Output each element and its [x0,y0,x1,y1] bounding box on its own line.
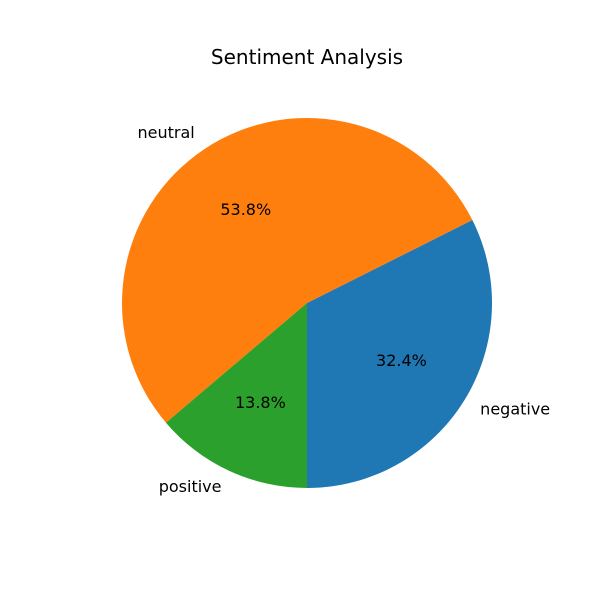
pie-slice-neutral [121,117,473,423]
chart-title: Sentiment Analysis [211,45,403,69]
category-label-negative: negative [480,399,550,418]
percent-label-neutral: 53.8% [220,200,271,219]
percent-label-positive: 13.8% [235,393,286,412]
pie-slice-positive [165,303,307,488]
pie-slices [121,117,492,488]
pie-slice-negative [307,220,492,488]
pie-labels: negative 32.4% neutral 53.8% positive 13.8% [138,123,551,496]
percent-label-negative: 32.4% [376,351,427,370]
category-label-positive: positive [159,477,222,496]
category-label-neutral: neutral [138,123,195,142]
